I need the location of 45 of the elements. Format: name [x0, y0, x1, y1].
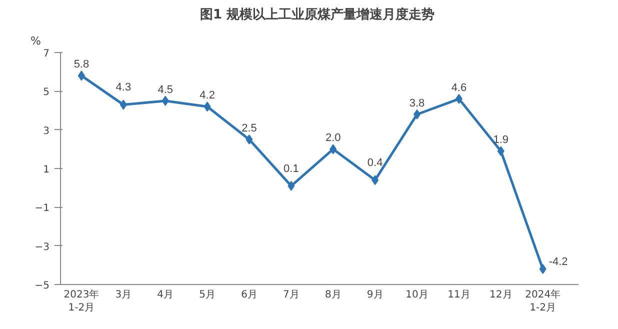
chart-title: 图1 规模以上工业原煤产量增速月度走势 [200, 6, 435, 22]
x-tick-label: 2024年 1-2月 [525, 288, 561, 314]
data-label: 2.0 [325, 132, 341, 144]
point [246, 134, 253, 144]
data-label: 1.9 [493, 134, 509, 146]
y-tick-label: 5 [43, 87, 50, 98]
y-tick-label: 3 [43, 126, 50, 137]
data-label: 4.6 [451, 82, 467, 94]
point [539, 264, 546, 274]
x-tick-label: 4月 [157, 290, 174, 300]
data-label: 5.8 [74, 58, 90, 71]
y-tick-label: 1 [43, 164, 50, 176]
data-label: 4.3 [116, 82, 132, 94]
point [372, 175, 379, 186]
x-tick-label: 7月 [283, 290, 300, 300]
data-label: 0.4 [367, 157, 383, 170]
x-tick-label: 5月 [199, 290, 216, 300]
data-label: -4.2 [548, 256, 568, 268]
x-tick-label: 10月 [406, 290, 428, 300]
y-tick-label: −1 [34, 203, 50, 214]
point [330, 144, 337, 154]
x-tick-label: 6月 [241, 290, 258, 300]
point [414, 109, 421, 120]
point [204, 102, 211, 112]
point [455, 94, 462, 104]
y-tick-label: 7 [43, 48, 50, 60]
y-tick-label: −5 [34, 280, 50, 292]
x-tick-label: 12月 [490, 290, 512, 300]
y-axis-title: % [30, 34, 41, 48]
x-tick-label: 11月 [448, 290, 470, 300]
x-tick-label: 3月 [115, 290, 132, 300]
point [162, 96, 169, 106]
data-label: 0.1 [284, 162, 299, 175]
data-label: 3.8 [409, 97, 425, 110]
x-tick-label: 8月 [324, 290, 342, 300]
data-label: 2.5 [242, 122, 257, 134]
y-tick-label: −3 [34, 242, 50, 253]
data-label: 4.5 [158, 84, 174, 96]
data-label: 4.2 [200, 90, 215, 102]
point [78, 70, 85, 81]
x-tick-label: 2023年 1-2月 [64, 288, 100, 314]
x-tick-label: 9月 [366, 290, 384, 300]
point [288, 180, 295, 191]
point [120, 100, 127, 110]
point [497, 146, 504, 156]
